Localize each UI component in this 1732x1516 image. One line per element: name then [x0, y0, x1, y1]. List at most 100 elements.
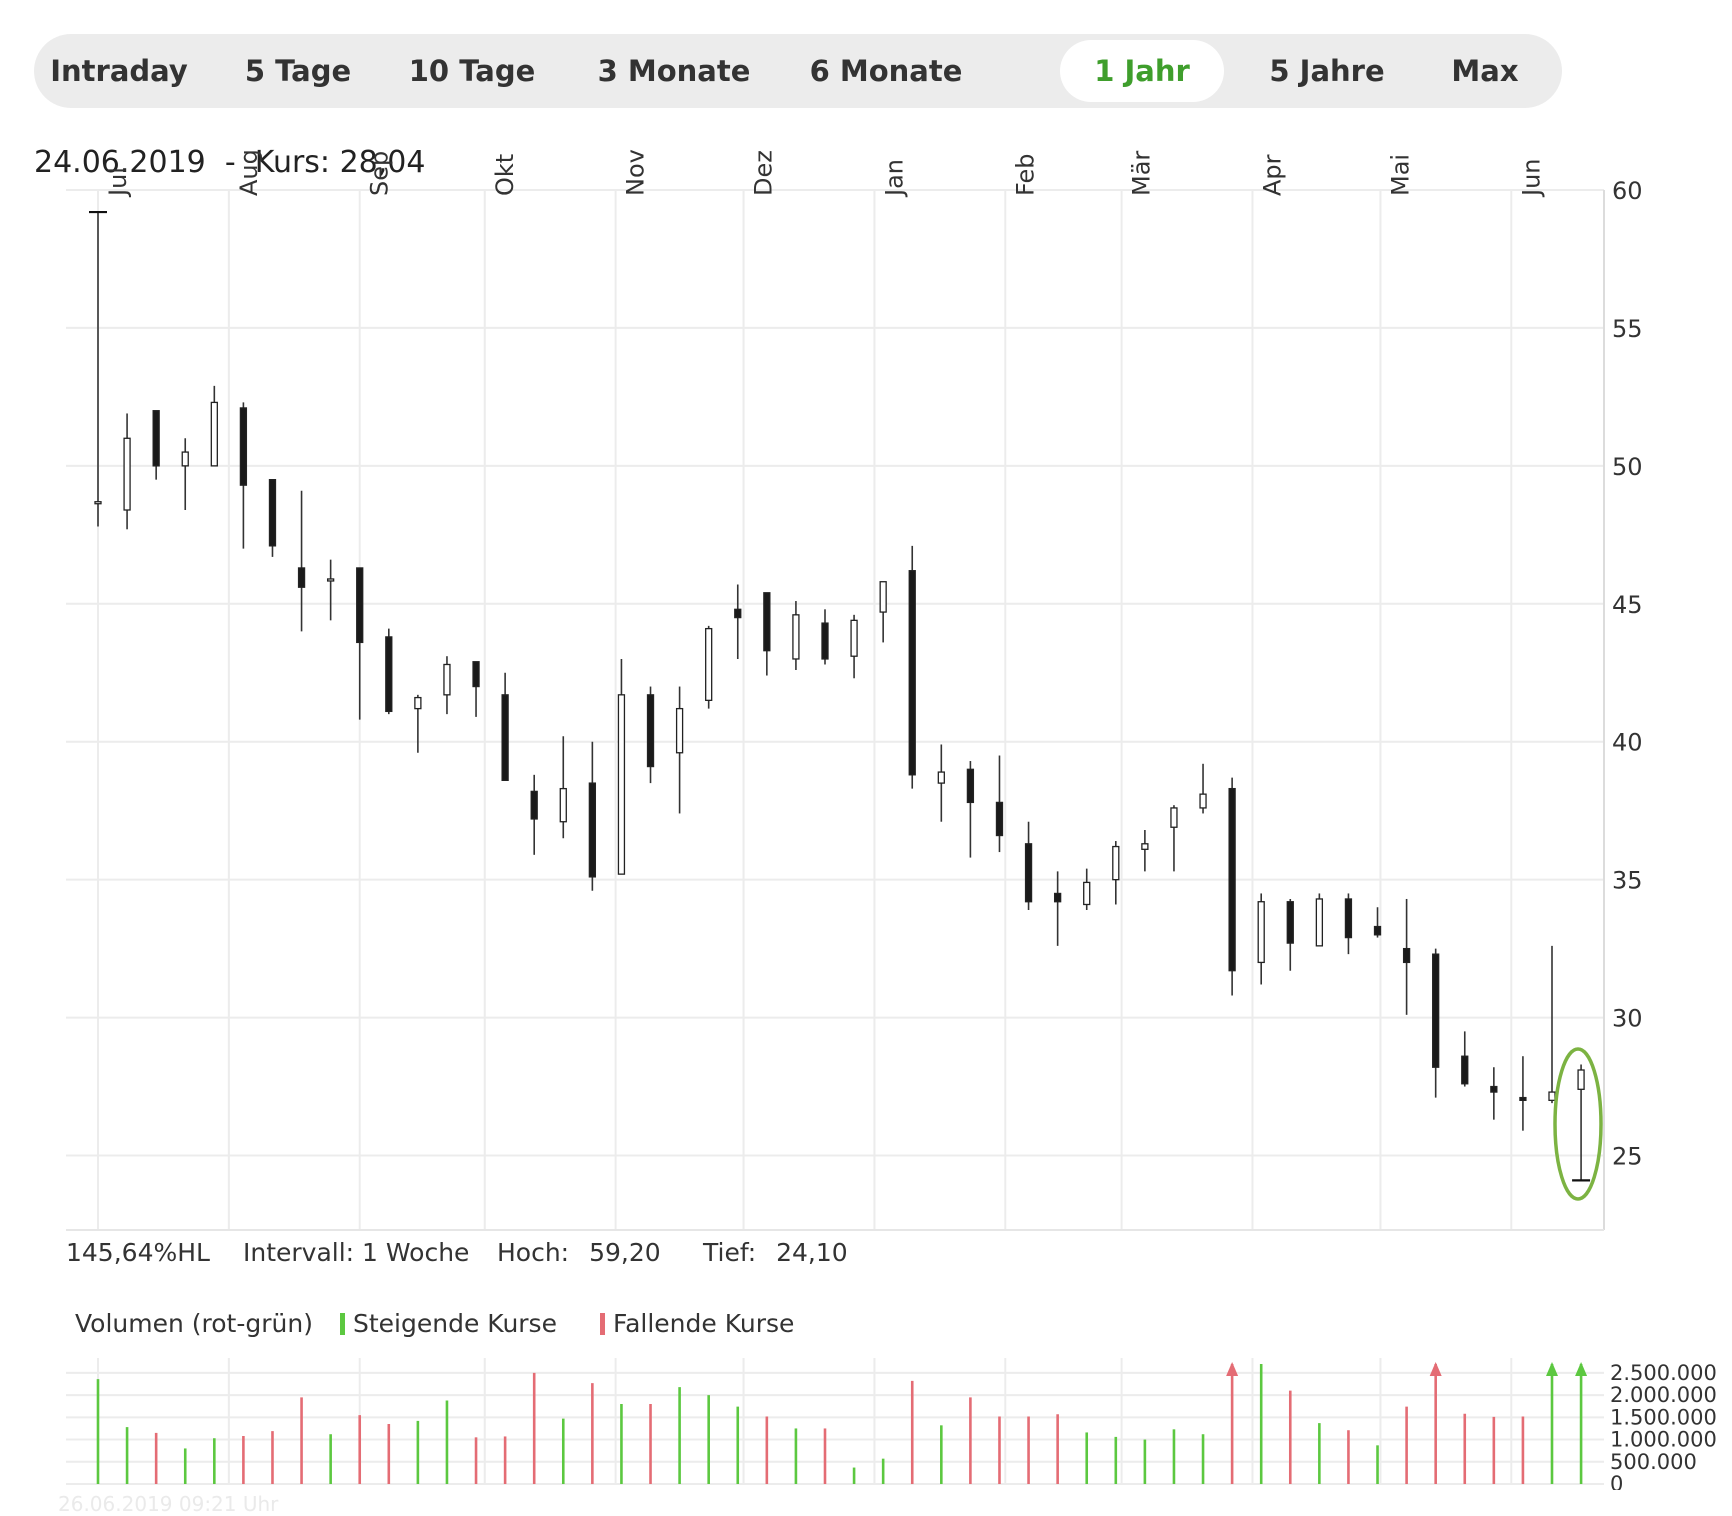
candle-body — [588, 782, 597, 878]
candle[interactable] — [152, 410, 160, 480]
candle[interactable] — [850, 614, 858, 679]
candle[interactable] — [1519, 1056, 1527, 1131]
candle-body — [1461, 1055, 1469, 1085]
candle[interactable] — [1112, 841, 1120, 905]
candle-body — [1577, 1069, 1585, 1090]
candle[interactable] — [1053, 871, 1062, 946]
tab-5-jahre[interactable]: 5 Jahre — [1269, 54, 1385, 88]
candle[interactable] — [1315, 893, 1324, 947]
candle[interactable] — [356, 567, 364, 720]
volume-overflow-arrow — [1226, 1362, 1239, 1376]
timestamp: 26.06.2019 09:21 Uhr — [58, 1492, 279, 1516]
candle[interactable] — [966, 761, 975, 858]
candle[interactable] — [239, 402, 248, 549]
tab-1-jahr[interactable]: 1 Jahr — [1060, 40, 1224, 102]
legend-up: Steigende Kurse — [340, 1309, 557, 1338]
candle[interactable] — [1228, 777, 1236, 996]
candle[interactable] — [1402, 898, 1411, 1015]
candle[interactable] — [821, 609, 829, 665]
candle-body — [734, 608, 742, 619]
candle[interactable] — [646, 686, 655, 784]
volume-tick-label: 1.500.000 — [1610, 1405, 1717, 1429]
candle[interactable] — [705, 625, 713, 709]
candle[interactable] — [1257, 893, 1265, 985]
period-tab-bar: Intraday 5 Tage 10 Tage 3 Monate 6 Monat… — [34, 34, 1562, 108]
candle[interactable] — [879, 581, 887, 643]
y-tick-label: 50 — [1612, 453, 1643, 481]
tab-5-tage[interactable]: 5 Tage — [244, 54, 352, 88]
month-label: Okt — [491, 154, 519, 196]
candle-body — [1402, 947, 1411, 964]
candle[interactable] — [763, 592, 771, 676]
candle-body — [821, 622, 829, 660]
candle[interactable] — [210, 385, 218, 467]
month-label: Mär — [1128, 151, 1156, 196]
volume-overflow-arrow — [1575, 1362, 1588, 1376]
volume-tick-label: 500.000 — [1610, 1450, 1697, 1474]
last-candle-highlight — [1553, 1047, 1603, 1201]
volume-tick-label: 2.000.000 — [1610, 1383, 1717, 1407]
candle-body — [1373, 925, 1382, 936]
candle[interactable] — [1373, 907, 1382, 938]
candle[interactable] — [1432, 948, 1440, 1098]
candle-body — [646, 694, 655, 768]
candle[interactable] — [937, 744, 945, 822]
candle[interactable] — [123, 413, 131, 530]
stat-tief: Tief: 24,10 — [703, 1238, 848, 1267]
tab-max[interactable]: Max — [1451, 54, 1519, 88]
y-tick-label: 60 — [1612, 177, 1643, 205]
tab-3-monate[interactable]: 3 Monate — [597, 54, 751, 88]
candle[interactable] — [1490, 1067, 1498, 1120]
candle-body — [501, 694, 509, 781]
candle[interactable] — [1199, 763, 1207, 814]
candle[interactable] — [530, 774, 538, 855]
candle[interactable] — [385, 628, 393, 715]
legend-down-swatch — [600, 1313, 605, 1335]
candle[interactable] — [1577, 1064, 1585, 1181]
candle[interactable] — [297, 490, 306, 632]
tab-6-monate[interactable]: 6 Monate — [809, 54, 963, 88]
candle[interactable] — [617, 658, 626, 875]
candle[interactable] — [1461, 1031, 1469, 1087]
candle[interactable] — [414, 694, 422, 753]
stat-hl: 145,64%HL — [66, 1238, 210, 1267]
candle[interactable] — [268, 479, 277, 557]
candle[interactable] — [472, 661, 480, 717]
candle-body — [1315, 898, 1324, 947]
volume-chart[interactable]: 2.500.0002.000.0001.500.0001.000.000500.… — [0, 1340, 1732, 1490]
tab-intraday[interactable]: Intraday — [50, 54, 188, 88]
candle[interactable] — [1286, 898, 1294, 971]
candle[interactable] — [559, 736, 567, 839]
candle[interactable] — [443, 656, 451, 715]
candle-body — [1257, 901, 1265, 964]
candle[interactable] — [181, 438, 189, 510]
candle-body — [1170, 807, 1178, 828]
candle[interactable] — [675, 686, 684, 814]
candle-body — [1490, 1085, 1498, 1093]
candle[interactable] — [501, 672, 509, 781]
candle[interactable] — [1141, 830, 1149, 872]
candle-body — [210, 401, 218, 467]
candle[interactable] — [995, 755, 1004, 853]
candle-body — [152, 410, 160, 467]
candle[interactable] — [1083, 868, 1091, 910]
candle-body — [1112, 845, 1120, 881]
candle-body — [1519, 1096, 1527, 1101]
candle[interactable] — [326, 559, 335, 621]
y-tick-label: 35 — [1612, 867, 1643, 895]
candle[interactable] — [588, 741, 597, 891]
candle-body — [1024, 843, 1033, 903]
tab-10-tage[interactable]: 10 Tage — [408, 54, 536, 88]
candle[interactable] — [792, 601, 800, 670]
candle-body — [1548, 1091, 1556, 1101]
candlestick-chart[interactable]: 25 30 35 40 45 50 55 60 Jul Aug Sep Okt Nov Dez Jan Fe… — [0, 0, 1732, 1240]
candle[interactable] — [908, 545, 916, 789]
candle-body — [850, 619, 858, 657]
month-label: Apr — [1258, 154, 1286, 196]
candle[interactable] — [1170, 805, 1178, 872]
candle[interactable] — [94, 212, 102, 527]
candle[interactable] — [1024, 821, 1033, 910]
candle-body — [937, 771, 945, 784]
candle[interactable] — [734, 584, 742, 659]
candle[interactable] — [1344, 893, 1353, 955]
